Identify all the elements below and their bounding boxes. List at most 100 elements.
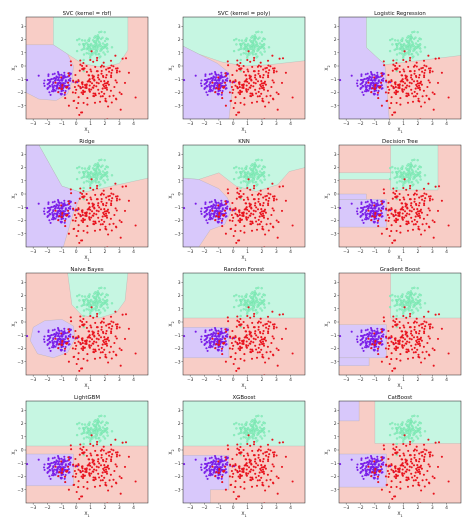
data-point xyxy=(76,235,78,237)
data-point xyxy=(51,206,53,208)
data-point xyxy=(238,193,240,195)
data-point xyxy=(413,48,415,50)
data-point xyxy=(367,77,369,79)
data-point xyxy=(83,181,85,183)
data-point xyxy=(78,294,80,296)
data-point xyxy=(222,332,224,334)
data-point xyxy=(78,43,80,45)
data-point xyxy=(98,312,100,314)
decision-region xyxy=(339,358,369,366)
data-point xyxy=(259,51,261,53)
data-point xyxy=(104,309,106,311)
y-tick-label: 2 xyxy=(334,37,337,42)
data-point xyxy=(356,82,358,84)
data-point xyxy=(215,210,217,212)
data-point xyxy=(100,336,102,338)
data-point xyxy=(400,80,402,82)
data-point xyxy=(49,209,51,211)
data-point xyxy=(103,321,105,323)
data-point xyxy=(226,206,228,208)
data-point xyxy=(414,347,416,349)
data-point xyxy=(419,300,421,302)
data-point xyxy=(97,430,99,432)
data-point xyxy=(107,105,109,107)
data-point xyxy=(260,65,262,67)
data-point xyxy=(100,287,102,289)
data-point xyxy=(79,192,81,194)
data-point xyxy=(371,206,373,208)
data-point xyxy=(47,467,49,469)
data-point xyxy=(44,213,46,215)
data-point xyxy=(397,168,399,170)
data-point xyxy=(249,332,251,334)
y-tick-label: 2 xyxy=(334,165,337,170)
data-point xyxy=(239,93,241,95)
data-point xyxy=(89,315,91,317)
x-tick-label: −1 xyxy=(216,249,223,254)
data-point xyxy=(389,107,391,109)
data-point xyxy=(209,472,211,474)
data-point xyxy=(416,341,418,343)
data-point xyxy=(381,340,383,342)
data-point xyxy=(47,329,49,331)
data-point xyxy=(413,304,415,306)
data-point xyxy=(111,197,113,199)
data-point xyxy=(220,333,222,335)
data-point xyxy=(268,46,270,48)
x-tick-label: 1 xyxy=(89,249,92,254)
data-point xyxy=(78,427,80,429)
data-point xyxy=(251,66,253,68)
data-point xyxy=(218,213,220,215)
data-point xyxy=(60,477,62,479)
data-point xyxy=(411,206,413,208)
data-point xyxy=(377,222,379,224)
data-point xyxy=(99,299,101,301)
data-point xyxy=(418,302,420,304)
data-point xyxy=(209,457,211,459)
data-point xyxy=(416,80,418,82)
data-point xyxy=(60,90,62,92)
data-point xyxy=(74,202,76,204)
data-point xyxy=(376,333,378,335)
data-point xyxy=(214,347,216,349)
data-point xyxy=(405,332,407,334)
data-point xyxy=(98,31,100,33)
data-point xyxy=(69,206,71,208)
data-point xyxy=(72,464,74,466)
data-point xyxy=(26,207,28,209)
data-point xyxy=(413,80,415,82)
data-point xyxy=(183,79,185,81)
data-point xyxy=(367,338,369,340)
data-point xyxy=(122,186,124,188)
data-point xyxy=(441,72,443,74)
data-point xyxy=(243,321,245,323)
data-point xyxy=(263,374,265,376)
data-point xyxy=(97,44,99,46)
data-point xyxy=(245,48,247,50)
data-point xyxy=(415,307,417,309)
data-point xyxy=(98,348,100,350)
data-point xyxy=(214,72,216,74)
data-point xyxy=(377,353,379,355)
data-point xyxy=(356,79,358,81)
data-point xyxy=(106,246,108,248)
data-point xyxy=(128,72,130,74)
x-tick-label: 4 xyxy=(289,377,292,382)
data-point xyxy=(80,367,82,369)
data-point xyxy=(252,296,254,298)
data-point xyxy=(99,229,101,231)
data-point xyxy=(112,321,114,323)
data-point xyxy=(409,338,411,340)
data-point xyxy=(86,455,88,457)
data-point xyxy=(227,188,229,190)
data-point xyxy=(78,370,80,372)
data-point xyxy=(200,463,202,465)
data-point xyxy=(248,210,250,212)
y-tick-label: 1 xyxy=(21,50,24,55)
data-point xyxy=(254,34,256,36)
data-point xyxy=(260,62,262,64)
data-point xyxy=(225,361,227,363)
data-point xyxy=(86,225,88,227)
